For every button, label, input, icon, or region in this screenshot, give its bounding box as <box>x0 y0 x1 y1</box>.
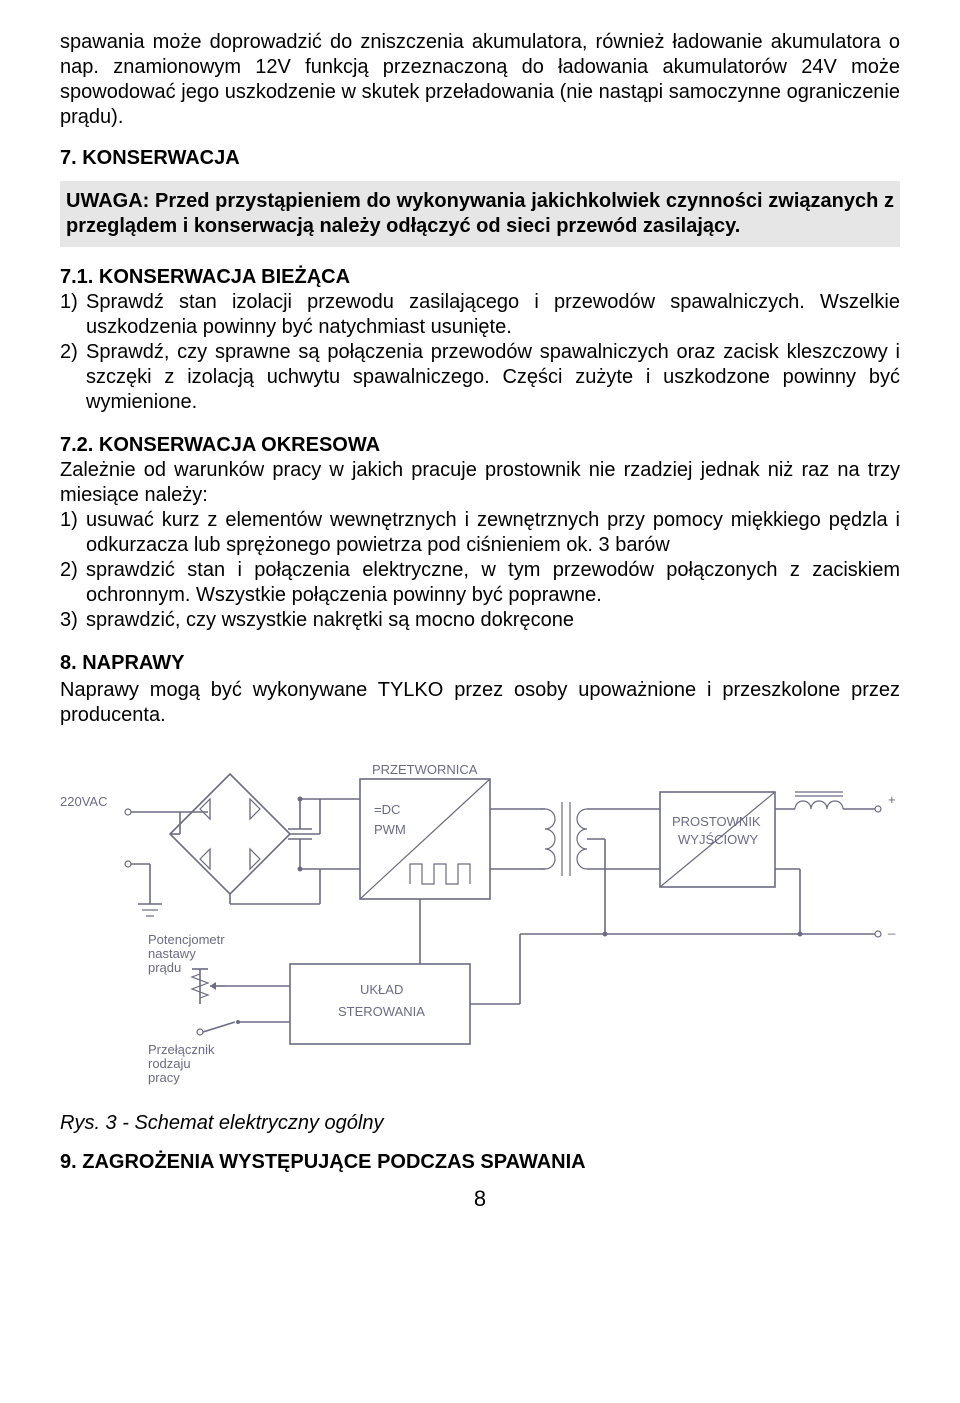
transformer-icon <box>540 802 620 934</box>
heading-7-2: 7.2. KONSERWACJA OKRESOWA <box>60 433 900 458</box>
item-number: 3) <box>60 608 86 633</box>
label-inverter: PRZETWORNICA <box>372 762 478 777</box>
label-switch2: rodzaju <box>148 1056 191 1071</box>
heading-7-1: 7.1. KONSERWACJA BIEŻĄCA <box>60 265 900 290</box>
list-item: 3) sprawdzić, czy wszystkie nakrętki są … <box>60 608 900 633</box>
label-switch1: Przełącznik <box>148 1042 215 1057</box>
section-7-2: 7.2. KONSERWACJA OKRESOWA Zależnie od wa… <box>60 433 900 633</box>
label-minus: _ <box>887 920 896 935</box>
potentiometer-icon <box>192 969 225 1004</box>
inductor-icon <box>795 792 843 809</box>
item-text: usuwać kurz z elementów wewnętrznych i z… <box>86 508 900 558</box>
paragraph-lead: spawania może doprowadzić do zniszczenia… <box>60 30 900 130</box>
label-pot3: prądu <box>148 960 181 975</box>
section-8-heading: 8. NAPRAWY <box>60 651 900 676</box>
item-text: sprawdzić, czy wszystkie nakrętki są moc… <box>86 608 900 633</box>
label-rectifier-top: PROSTOWNIK <box>672 814 761 829</box>
figure-caption: Rys. 3 - Schemat elektryczny ogólny <box>60 1111 900 1136</box>
label-control-bot: STEROWANIA <box>338 1004 425 1019</box>
item-text: Sprawdź, czy sprawne są połączenia przew… <box>86 340 900 415</box>
item-text: Sprawdź stan izolacji przewodu zasilając… <box>86 290 900 340</box>
list-item: 2) Sprawdź, czy sprawne są połączenia pr… <box>60 340 900 415</box>
intro-7-2: Zależnie od warunków pracy w jakich prac… <box>60 458 900 508</box>
item-number: 1) <box>60 290 86 340</box>
section-7-heading: 7. KONSERWACJA <box>60 146 900 171</box>
label-plus: + <box>888 792 896 807</box>
section-7-1: 7.1. KONSERWACJA BIEŻĄCA 1) Sprawdź stan… <box>60 265 900 415</box>
label-input-voltage: 220VAC <box>60 794 107 809</box>
section-9-heading: 9. ZAGROŻENIA WYSTĘPUJĄCE PODCZAS SPAWAN… <box>60 1150 900 1175</box>
list-item: 1) usuwać kurz z elementów wewnętrznych … <box>60 508 900 558</box>
document-page: spawania może doprowadzić do zniszczenia… <box>0 0 960 1243</box>
list-item: 2) sprawdzić stan i połączenia elektrycz… <box>60 558 900 608</box>
item-number: 2) <box>60 558 86 608</box>
schematic-diagram: 220VAC <box>60 754 900 1094</box>
item-number: 1) <box>60 508 86 558</box>
label-switch3: pracy <box>148 1070 180 1085</box>
list-item: 1) Sprawdź stan izolacji przewodu zasila… <box>60 290 900 340</box>
label-control-top: UKŁAD <box>360 982 403 997</box>
item-text: sprawdzić stan i połączenia elektryczne,… <box>86 558 900 608</box>
section-8-body: Naprawy mogą być wykonywane TYLKO przez … <box>60 678 900 728</box>
label-pot2: nastawy <box>148 946 196 961</box>
bridge-rectifier-icon <box>170 774 290 894</box>
label-dc: =DC <box>374 802 400 817</box>
label-rectifier-bot: WYJŚCIOWY <box>678 832 758 847</box>
label-pwm: PWM <box>374 822 406 837</box>
item-number: 2) <box>60 340 86 415</box>
warning-box: UWAGA: Przed przystąpieniem do wykonywan… <box>60 181 900 247</box>
label-pot1: Potencjometr <box>148 932 225 947</box>
page-number: 8 <box>60 1185 900 1213</box>
